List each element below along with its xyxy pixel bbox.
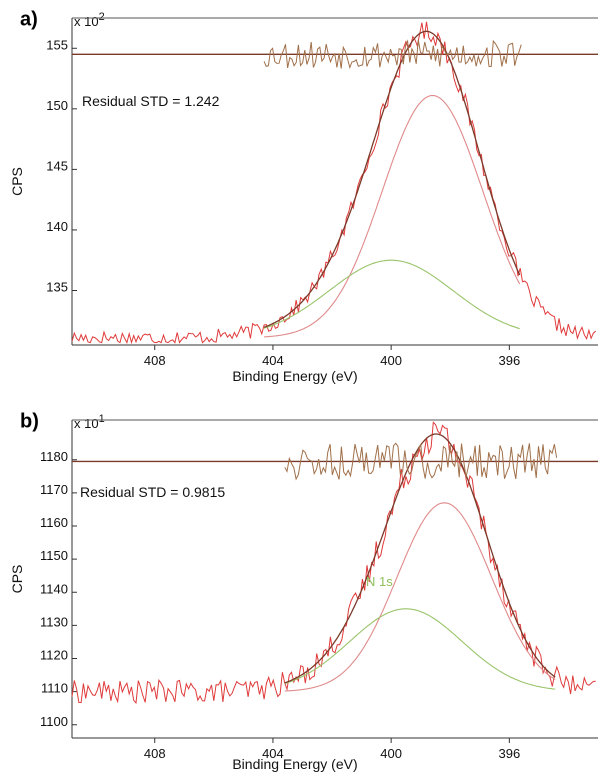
fit-envelope	[263, 30, 521, 328]
x-axis-title: Binding Energy (eV)	[232, 368, 357, 384]
y-tick-label: 135	[46, 280, 68, 295]
y-tick-label: 1160	[40, 515, 68, 530]
panel-label: a)	[20, 8, 38, 30]
y-tick-label: 155	[46, 37, 68, 52]
component-peak-1	[284, 502, 556, 692]
residual-std-label: Residual STD = 1.242	[82, 93, 220, 109]
y-tick-label: 140	[46, 219, 68, 234]
chart-panel-b: b) x 101 1100 1110 1120 1130 1140 1150 1160 1170 1…	[9, 410, 598, 772]
axis-multiplier: x 101	[74, 413, 105, 431]
y-tick-label: 1120	[40, 648, 68, 663]
component-peak-2	[263, 259, 520, 330]
y-tick-label: 1180	[40, 449, 68, 464]
y-tick-label: 1110	[41, 681, 68, 696]
y-axis-title: CPS	[9, 565, 25, 594]
y-tick-label: 1130	[40, 614, 68, 629]
residual-trace	[284, 442, 558, 481]
x-tick-label: 396	[498, 353, 520, 368]
component-peak-1	[264, 94, 521, 338]
x-tick-label: 408	[144, 353, 166, 368]
x-tick-label: 400	[380, 353, 402, 368]
x-tick-label: 396	[498, 746, 520, 761]
axis-multiplier: x 102	[74, 11, 105, 29]
residual-std-label: Residual STD = 0.9815	[80, 484, 225, 500]
x-tick-label: 404	[262, 746, 284, 761]
residual-trace	[263, 39, 522, 70]
y-tick-label: 150	[46, 98, 68, 113]
x-tick-label: 408	[144, 746, 166, 761]
component-peak-2	[284, 608, 556, 690]
chart-panel-a: a) x 102 135 140 145 150 155 408 404 400 396 Bindin…	[9, 8, 598, 384]
x-tick-label: 404	[262, 353, 284, 368]
y-axis-title: CPS	[9, 167, 25, 196]
peak-label: N 1s	[366, 574, 393, 589]
y-tick-label: 1100	[40, 714, 68, 729]
raw-data-line	[71, 21, 597, 345]
y-tick-label: 1140	[40, 581, 68, 596]
y-tick-label: 1150	[40, 548, 68, 563]
y-tick-label: 145	[46, 158, 68, 173]
panel-label: b)	[20, 410, 39, 432]
x-tick-label: 400	[380, 746, 402, 761]
x-axis-title: Binding Energy (eV)	[232, 756, 357, 772]
y-tick-label: 1170	[40, 482, 68, 497]
